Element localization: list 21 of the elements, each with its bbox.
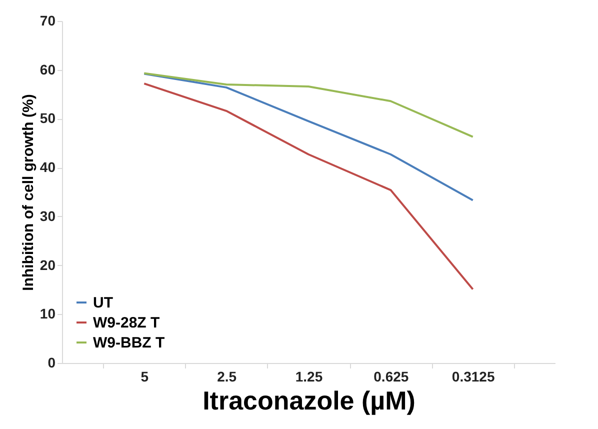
y-axis-title: Inhibition of cell growth (%) bbox=[20, 94, 37, 291]
y-tick-label: 0 bbox=[48, 354, 56, 370]
legend-label: UT bbox=[93, 294, 113, 312]
y-tick-label: 50 bbox=[40, 110, 56, 126]
y-tick-label: 70 bbox=[40, 12, 56, 28]
y-tick-label: 40 bbox=[40, 159, 56, 176]
y-tick-label: 60 bbox=[40, 61, 56, 78]
x-tick-label: 0.625 bbox=[374, 368, 409, 384]
x-tick-label: 2.5 bbox=[217, 368, 237, 384]
x-tick-label: 5 bbox=[140, 368, 149, 384]
line-series bbox=[143, 72, 474, 202]
legend-label: W9-28Z T bbox=[93, 314, 160, 332]
x-axis-title: Itraconazole (µM) bbox=[202, 386, 416, 416]
y-tick-label: 10 bbox=[40, 306, 56, 322]
x-tick-label: 0.3125 bbox=[452, 368, 495, 384]
y-tick-label: 20 bbox=[40, 256, 56, 273]
line-series bbox=[143, 72, 474, 138]
legend-label: W9-BBZ T bbox=[93, 334, 165, 352]
x-tick-label: 1.25 bbox=[295, 368, 323, 384]
y-tick-label: 30 bbox=[40, 208, 56, 224]
line-series bbox=[143, 82, 474, 290]
